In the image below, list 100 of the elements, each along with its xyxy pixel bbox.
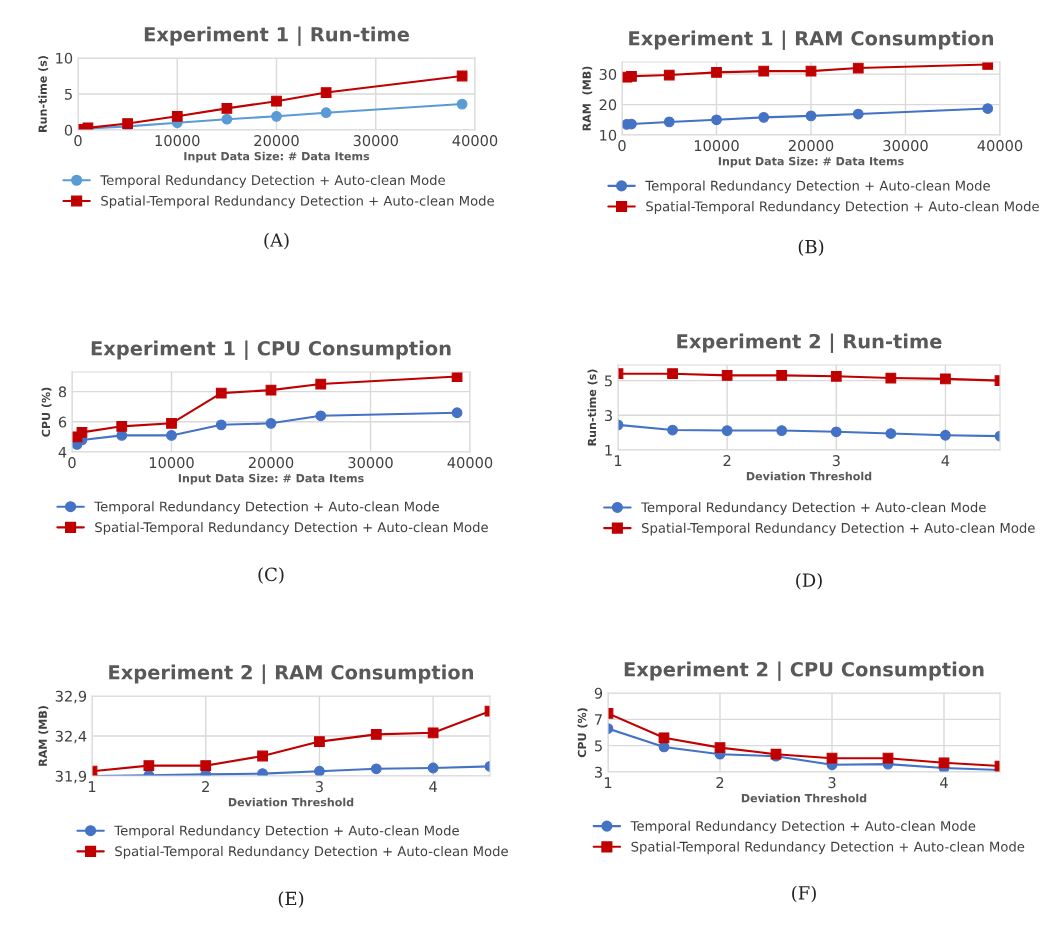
point: [200, 760, 212, 771]
point: [370, 763, 382, 775]
x-tick-label: 20000: [248, 457, 294, 469]
point: [456, 98, 468, 110]
text: (F): [792, 885, 816, 903]
chart-title: Experiment 2 | CPU Consumption: [624, 661, 984, 681]
point: [758, 111, 770, 123]
legend-label: Spatial-Temporal Redundancy Detection + Auto-clean Mode: [641, 522, 1035, 536]
x-tick-label: 2: [716, 777, 724, 788]
point: [940, 429, 951, 441]
point: [805, 110, 817, 122]
point: [667, 424, 678, 436]
point: [143, 760, 155, 771]
point: [830, 370, 842, 382]
x-tick-label: 10000: [149, 457, 194, 469]
x-axis-title: Deviation Threshold: [741, 793, 867, 803]
point: [76, 427, 88, 438]
legend-label: Temporal Redundancy Detection + Auto-clean Mode: [641, 502, 986, 515]
y-axis-title: RAM (MB): [38, 706, 49, 766]
point: [938, 757, 950, 769]
y-tick-label: 5: [604, 375, 612, 387]
y-tick-label: 4: [58, 446, 67, 458]
point: [116, 420, 128, 432]
legend-label: Spatial-Temporal Redundancy Detection + Auto-clean Mode: [95, 521, 488, 535]
x-tick-label: 4: [941, 455, 950, 466]
point: [265, 417, 277, 429]
x-tick-label: 30000: [348, 457, 393, 469]
x-tick-label: 20000: [788, 140, 834, 152]
y-tick-label: 5: [594, 740, 602, 752]
legend-label: Temporal Redundancy Detection + Auto-clean Mode: [630, 820, 976, 834]
point: [982, 103, 994, 114]
point: [758, 65, 770, 77]
y-tick-label: 9: [594, 687, 603, 699]
text: (D): [796, 573, 822, 590]
point: [667, 368, 678, 380]
y-tick-label: 10: [600, 129, 617, 141]
point: [852, 108, 864, 120]
point: [721, 425, 733, 436]
legend-label: Temporal Redundancy Detection + Auto-clean Mode: [94, 501, 439, 515]
point: [271, 110, 282, 122]
point: [215, 387, 227, 399]
x-tick-label: 2: [202, 781, 209, 792]
point: [626, 70, 637, 82]
point: [315, 378, 327, 390]
x-axis-title: Input Data Size: # Data Items: [718, 156, 904, 168]
point: [826, 752, 838, 764]
y-tick-label: 30: [599, 68, 617, 80]
x-axis-title: Input Data Size: # Data Items: [184, 151, 370, 163]
chart-title: Experiment 2 | RAM Consumption: [109, 664, 474, 684]
x-tick-label: 2: [723, 455, 731, 466]
point: [885, 428, 897, 439]
x-tick-label: 30000: [883, 140, 928, 152]
x-tick-label: 10000: [155, 135, 200, 147]
point: [663, 116, 675, 128]
point: [315, 410, 327, 422]
point: [776, 370, 788, 381]
legend-label: Temporal Redundancy Detection + Auto-clean Mode: [645, 180, 990, 194]
legend-label: Spatial-Temporal Redundancy Detection + Auto-clean Mode: [101, 195, 494, 209]
x-axis-title: Deviation Threshold: [746, 471, 872, 481]
chart-title: Experiment 1 | RAM Consumption: [629, 30, 994, 50]
text: (C): [258, 567, 284, 584]
x-tick-label: 4: [940, 777, 948, 788]
y-tick-label: 8: [58, 386, 67, 398]
point: [171, 110, 183, 122]
y-tick-label: 20: [599, 99, 617, 111]
x-tick-label: 30000: [353, 135, 398, 147]
y-tick-label: 1: [605, 444, 612, 456]
point: [663, 69, 675, 81]
legend-label: Temporal Redundancy Detection + Auto-clean Mode: [100, 174, 445, 188]
y-tick-label: 6: [58, 416, 67, 428]
chart-title: Experiment 1 | Run-time: [144, 26, 409, 46]
point: [711, 66, 722, 78]
y-tick-label: 3: [594, 766, 602, 778]
x-tick-label: 1: [88, 781, 96, 792]
point: [427, 727, 439, 739]
point: [166, 430, 177, 441]
y-tick-label: 3: [604, 410, 612, 422]
point: [320, 107, 332, 119]
y-axis-title: Run-time (s): [38, 56, 49, 132]
point: [427, 762, 439, 774]
point: [215, 419, 227, 431]
point: [882, 752, 894, 764]
legend-label: Spatial-Temporal Redundancy Detection + Auto-clean Mode: [631, 841, 1025, 855]
point: [320, 87, 332, 98]
x-tick-label: 3: [832, 455, 840, 467]
point: [714, 742, 726, 754]
x-tick-label: 40000: [977, 140, 1023, 152]
y-tick-label: 5: [64, 88, 72, 100]
y-tick-label: 10: [56, 52, 73, 64]
x-tick-label: 3: [828, 777, 836, 789]
y-tick-label: 7: [595, 714, 602, 725]
x-tick-label: 40000: [452, 135, 498, 147]
point: [221, 103, 233, 114]
x-tick-label: 3: [315, 781, 323, 793]
legend-label: Spatial-Temporal Redundancy Detection + Auto-clean Mode: [646, 201, 1039, 214]
y-tick-label: 31,9: [55, 770, 87, 784]
y-tick-label: 32,4: [55, 730, 87, 744]
point: [314, 765, 325, 776]
point: [658, 732, 670, 744]
point: [940, 373, 951, 385]
